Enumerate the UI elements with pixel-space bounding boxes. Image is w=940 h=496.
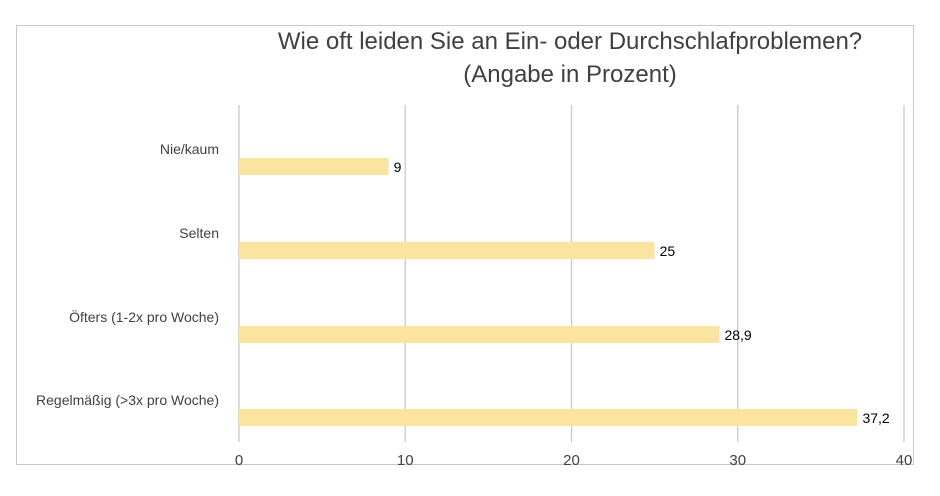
data-label: 9 [394,159,402,175]
category-label: Selten [179,225,219,241]
bar [239,242,655,259]
bar [239,158,389,175]
data-label: 25 [660,243,676,259]
data-label: 37,2 [862,410,889,426]
x-tick-label: 10 [397,452,414,469]
category-label: Regelmäßig (>3x pro Woche) [36,392,219,408]
chart-subtitle: (Angabe in Prozent) [463,61,677,88]
x-tick-label: 20 [563,452,580,469]
bar [239,326,720,343]
category-label: Nie/kaum [160,141,219,157]
x-tick-label: 30 [729,452,746,469]
bar [239,409,858,426]
chart-title: Wie oft leiden Sie an Ein- oder Durchsch… [277,28,863,55]
data-label: 28,9 [724,327,751,343]
category-label: Öfters (1-2x pro Woche) [69,308,219,325]
x-tick-label: 40 [896,452,913,469]
chart-frame [16,25,914,465]
x-tick-label: 0 [235,452,243,469]
